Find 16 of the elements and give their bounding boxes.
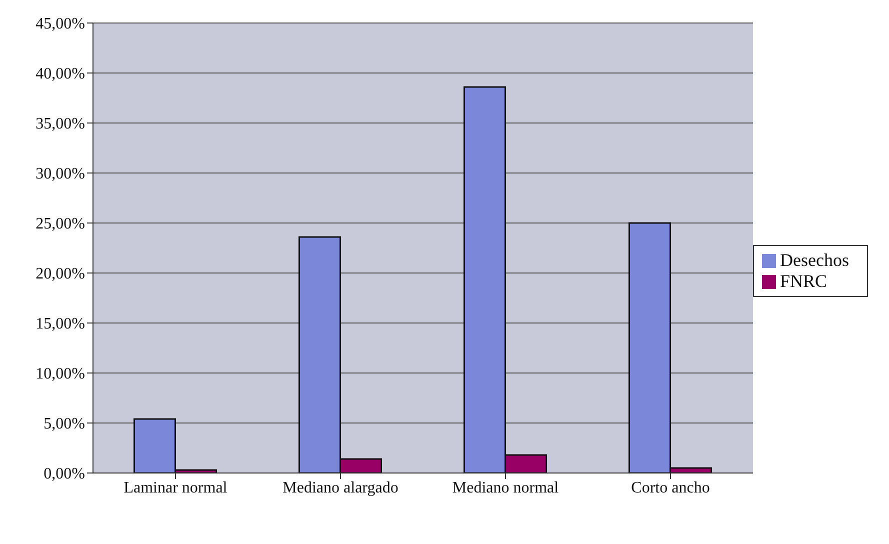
legend-label: FNRC [780, 270, 828, 290]
y-tick-label: 25,00% [36, 216, 85, 233]
y-tick-label: 40,00% [36, 66, 85, 83]
y-tick-label: 45,00% [36, 16, 85, 33]
y-tick-label: 10,00% [36, 366, 85, 383]
y-tick-label: 5,00% [44, 416, 85, 433]
y-tick-label: 15,00% [36, 316, 85, 333]
y-tick-label: 20,00% [36, 266, 85, 283]
x-tick-label: Mediano alargado [282, 479, 398, 496]
x-tick-label: Mediano normal [452, 479, 560, 496]
x-tick-label: Corto ancho [631, 479, 710, 496]
y-tick-label: 0,00% [44, 466, 85, 483]
y-tick-label: 30,00% [36, 166, 85, 183]
y-tick-label: 35,00% [36, 116, 85, 133]
x-tick-label: Laminar normal [124, 479, 228, 496]
legend-label: Desechos [780, 250, 849, 270]
